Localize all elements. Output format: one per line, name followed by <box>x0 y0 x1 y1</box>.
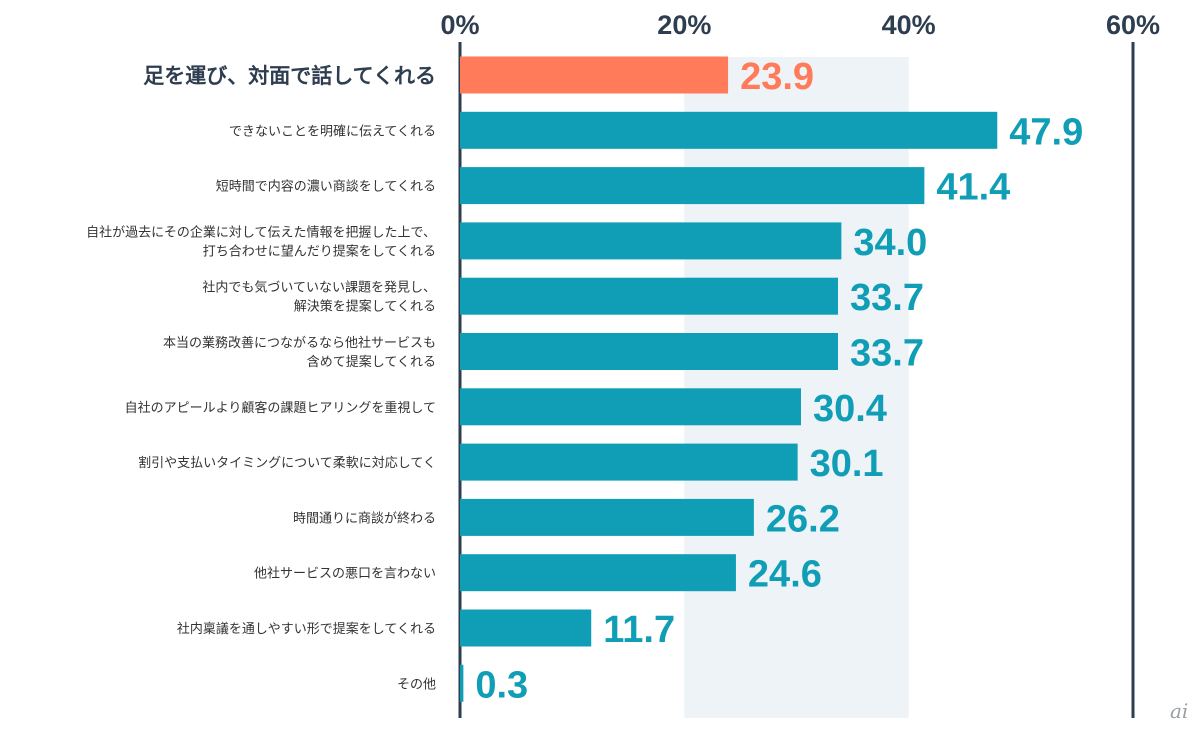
category-label: 本当の業務改善につながるなら他社サービスも <box>163 335 436 351</box>
value-label: 33.7 <box>850 333 924 375</box>
category-label: 他社サービスの悪口を言わない <box>254 566 436 582</box>
category-label: 自社のアピールより顧客の課題ヒアリングを重視して <box>125 400 436 416</box>
bar <box>460 56 729 94</box>
category-label: 社内稟議を通しやすい形で提案をしてくれる <box>177 621 436 637</box>
category-label: 含めて提案してくれる <box>307 354 436 370</box>
value-label: 0.3 <box>475 664 528 706</box>
value-label: 23.9 <box>740 56 814 98</box>
bar <box>460 609 592 647</box>
bar <box>460 111 998 149</box>
value-label: 26.2 <box>766 498 840 540</box>
category-label: 足を運び、対面で話してくれる <box>143 64 436 88</box>
value-label: 24.6 <box>748 554 822 596</box>
bar <box>460 167 925 205</box>
bar <box>460 664 464 702</box>
value-label: 41.4 <box>936 167 1010 209</box>
value-label: 30.1 <box>810 443 884 485</box>
x-tick-label: 60% <box>1106 10 1160 40</box>
value-label: 33.7 <box>850 277 924 319</box>
category-label: その他 <box>397 677 436 692</box>
category-label: 打ち合わせに望んだり提案をしてくれる <box>203 243 436 259</box>
bar <box>460 333 839 370</box>
value-label: 47.9 <box>1009 111 1083 153</box>
category-label: 短時間で内容の濃い商談をしてくれる <box>216 179 436 195</box>
bar <box>460 222 842 260</box>
bar <box>460 554 736 592</box>
value-label: 34.0 <box>853 222 927 264</box>
value-label: 30.4 <box>813 388 887 430</box>
category-label: できないことを明確に伝えてくれる <box>229 123 436 139</box>
category-label: 時間通りに商談が終わる <box>293 510 436 526</box>
category-label: 解決策を提案してくれる <box>294 299 436 315</box>
x-tick-label: 0% <box>440 10 479 40</box>
bar <box>460 277 839 315</box>
bar <box>460 498 754 536</box>
bar <box>460 388 801 426</box>
bar <box>460 443 798 481</box>
category-label: 社内でも気づいていない課題を発見し、 <box>202 280 436 296</box>
category-label: 自社が過去にその企業に対して伝えた情報を把握した上で、 <box>86 224 436 240</box>
watermark-logo: ai <box>1170 699 1188 723</box>
x-tick-label: 20% <box>657 10 711 40</box>
category-label: 割引や支払いタイミングについて柔軟に対応してく <box>138 455 436 471</box>
x-tick-label: 40% <box>882 10 936 40</box>
value-label: 11.7 <box>603 609 675 651</box>
